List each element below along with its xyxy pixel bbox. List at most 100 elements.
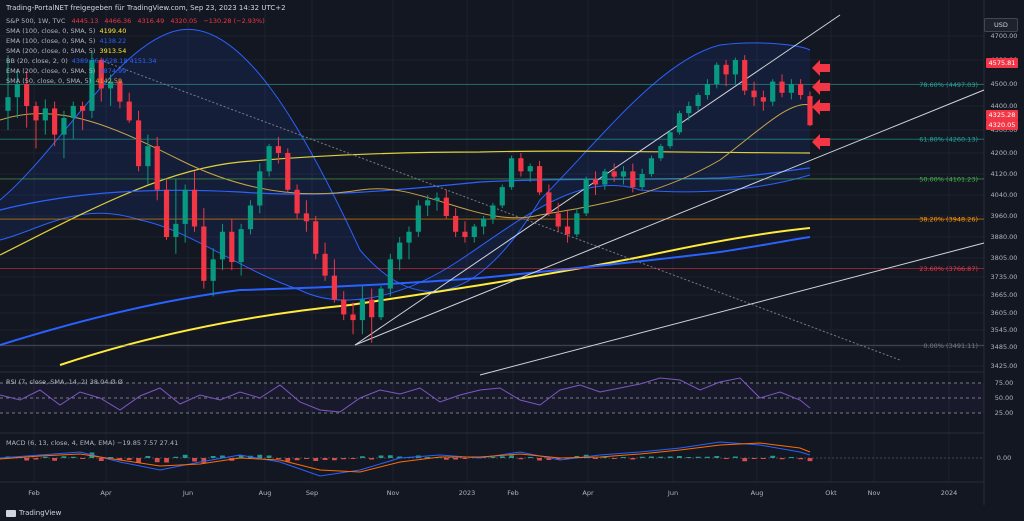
macd-histogram-bar (658, 456, 664, 458)
candle-body (434, 197, 440, 201)
fib-level-label: 0.00% (3491.11) (923, 342, 978, 350)
arrow-marker-3 (812, 99, 830, 115)
candle-body (667, 132, 673, 147)
candle-body (257, 171, 263, 206)
macd-histogram-bar (173, 456, 179, 458)
rsi-legend[interactable]: RSI (7, close, SMA, 14, 2) 38.04 Ø Ø (6, 378, 123, 386)
indicator-row[interactable]: EMA (100, close, 0, SMA, 5) 4138.22 (6, 36, 265, 46)
time-axis-label: 2023 (459, 489, 476, 497)
indicator-row[interactable]: SMA (200, close, 0, SMA, 5) 3913.54 (6, 46, 265, 56)
candle-body (5, 97, 11, 111)
symbol-label[interactable]: S&P 500, 1W, TVC (6, 17, 66, 25)
macd-histogram-bar (779, 458, 785, 460)
candle-body (620, 171, 627, 177)
sma-50-line (0, 103, 811, 219)
candle-body (303, 213, 310, 222)
indicator-label: EMA (100, close, 0, SMA, 5) (6, 37, 96, 45)
time-axis-label: Feb (28, 489, 40, 497)
macd-histogram-bar (350, 458, 356, 459)
macd-histogram-bar (126, 458, 132, 460)
candle-body (117, 81, 123, 102)
candle-body (322, 253, 328, 276)
indicator-row[interactable]: SMA (100, close, 0, SMA, 5) 4199.40 (6, 26, 265, 36)
macd-histogram-bar (714, 456, 720, 458)
macd-histogram-bar (359, 456, 365, 458)
macd-histogram-bar (369, 458, 375, 460)
arrow-marker-1 (812, 60, 830, 76)
dotted-trendline[interactable] (99, 59, 901, 361)
price-axis-label: 4400.00 (991, 102, 1018, 110)
macd-histogram-bar (518, 458, 524, 460)
candle-body (536, 166, 543, 193)
candle-body (191, 189, 198, 227)
candle-body (52, 108, 58, 135)
macd-histogram-bar (443, 458, 449, 460)
price-axis-label: 3805.00 (991, 254, 1018, 262)
indicator-value: 4138.22 (99, 37, 127, 45)
macd-histogram-bar (677, 456, 682, 458)
candle-body (80, 106, 86, 111)
arrow-marker-4 (812, 134, 830, 150)
indicator-value: 4142.59 (95, 77, 123, 85)
candle-body (462, 231, 468, 237)
macd-histogram-bar (80, 458, 86, 459)
candle-body (415, 205, 421, 232)
indicator-row[interactable]: SMA (50, close, 0, SMA, 5) 4142.59 (6, 76, 265, 86)
time-axis[interactable]: Feb Apr Jun Aug Sep Nov 2023 Feb Apr Jun Aug Okt Nov… (28, 489, 957, 497)
price-axis-label: 4300.00 (991, 126, 1018, 134)
candle-body (518, 158, 524, 172)
indicator-label: SMA (50, close, 0, SMA, 5) (6, 77, 92, 85)
price-axis-label: 3960.00 (991, 212, 1018, 220)
price-axis-label: 4200.00 (991, 149, 1018, 157)
fib-level-label: 61.80% (4260.13) (919, 136, 978, 144)
candle-body (798, 84, 804, 95)
candle-body (807, 96, 813, 126)
candle-body (760, 97, 766, 102)
macd-histogram-bar (220, 455, 225, 458)
change-value: −130.28 (−2.93%) (203, 17, 265, 25)
candle-body (564, 226, 571, 235)
indicator-value: 3913.54 (99, 47, 127, 55)
macd-histogram-bar (210, 456, 216, 458)
price-axis-label: 3485.00 (991, 343, 1018, 351)
macd-histogram-bar (788, 457, 794, 458)
macd-histogram-bar (602, 456, 608, 458)
candle-body (313, 221, 319, 254)
macd-histogram-bar (499, 456, 505, 458)
macd-histogram-bar (546, 458, 552, 460)
price-axis-label: 4120.00 (991, 170, 1018, 178)
macd-histogram-bar (331, 458, 337, 461)
candle-body (369, 299, 375, 318)
macd-histogram-bar (117, 458, 123, 461)
indicator-row[interactable]: EMA (200, close, 0, SMA, 5) 3874.99 (6, 66, 265, 76)
ohlc-row[interactable]: S&P 500, 1W, TVC 4445.13 4466.36 4316.49… (6, 16, 265, 26)
channel-lower-line[interactable] (479, 242, 985, 376)
macd-line (0, 441, 811, 477)
tradingview-footer[interactable]: TradingView (6, 509, 61, 517)
macd-histogram-bar (145, 456, 151, 458)
candle-body (481, 218, 487, 227)
candle-body (676, 113, 683, 133)
time-axis-label: Jun (667, 489, 678, 497)
candle-body (723, 64, 729, 75)
indicator-value: 3874.99 (99, 67, 127, 75)
candle-body (611, 171, 617, 177)
macd-histogram-bar (770, 455, 776, 458)
time-axis-label: Aug (751, 489, 764, 497)
price-axis-label: 3665.00 (991, 291, 1018, 299)
candle-body (266, 146, 272, 172)
indicator-row[interactable]: BB (20, close, 2, 0) 4389.76 4628.18 4151… (6, 56, 265, 66)
time-axis-label: Apr (582, 489, 594, 497)
candle-body (732, 60, 738, 75)
candle-body (397, 242, 403, 260)
macd-histogram-bar (639, 456, 645, 458)
candle-body (145, 146, 151, 167)
channel-middle-line[interactable] (354, 89, 985, 346)
time-axis-label: 2024 (941, 489, 958, 497)
fib-level-label: 78.60% (4497.03) (919, 81, 978, 89)
candle-body (14, 84, 20, 98)
macd-legend[interactable]: MACD (6, 13, close, 4, EMA, EMA) −19.85 … (6, 439, 179, 447)
currency-button[interactable]: USD (984, 18, 1018, 32)
